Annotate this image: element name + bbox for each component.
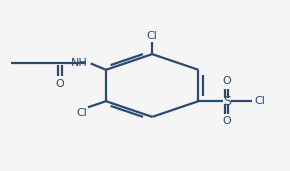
Text: O: O xyxy=(222,76,231,86)
Text: Cl: Cl xyxy=(147,31,158,41)
Text: S: S xyxy=(223,95,231,108)
Text: O: O xyxy=(222,116,231,126)
Text: Cl: Cl xyxy=(255,96,266,106)
Text: O: O xyxy=(55,78,64,89)
Text: Cl: Cl xyxy=(76,108,87,118)
Text: NH: NH xyxy=(70,58,87,68)
